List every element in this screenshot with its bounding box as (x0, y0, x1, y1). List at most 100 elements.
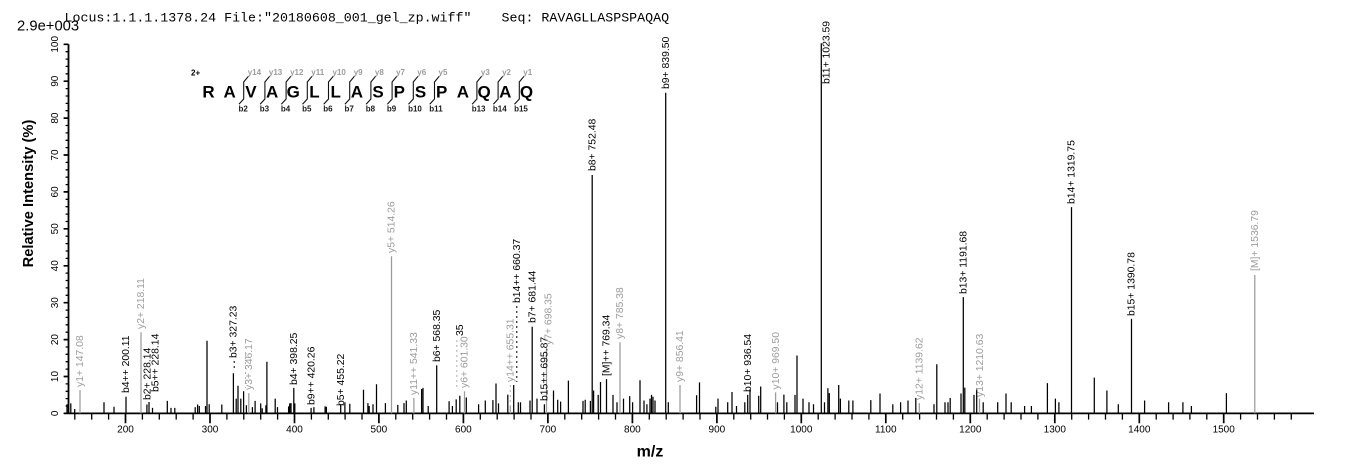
svg-text:y7: y7 (396, 68, 405, 77)
svg-text:R: R (202, 82, 214, 101)
svg-text:y12: y12 (290, 68, 304, 77)
svg-text:V: V (245, 82, 257, 101)
svg-text:y2: y2 (502, 68, 511, 77)
svg-text:y13+ 1210.63: y13+ 1210.63 (975, 334, 986, 397)
svg-text:m/z: m/z (637, 443, 664, 460)
svg-text:b11+ 1023.59: b11+ 1023.59 (822, 21, 833, 84)
svg-text:A: A (457, 82, 469, 101)
svg-text:[M]+ 1536.79: [M]+ 1536.79 (1250, 210, 1261, 271)
svg-text:P: P (436, 82, 447, 101)
svg-text:y9: y9 (354, 68, 363, 77)
svg-text:Q: Q (477, 82, 490, 101)
svg-text:Seq: RAVAGLLASPSPAQAQ: Seq: RAVAGLLASPSPAQAQ (502, 10, 670, 25)
svg-text:b4+ 398.25: b4+ 398.25 (289, 332, 300, 385)
svg-text:60: 60 (50, 186, 61, 198)
svg-text:b10+ 936.54: b10+ 936.54 (743, 334, 754, 392)
svg-text:b13+ 1191.68: b13+ 1191.68 (959, 231, 970, 294)
svg-text:b6: b6 (323, 105, 333, 114)
svg-text:b7+ 681.44: b7+ 681.44 (527, 270, 538, 323)
svg-text:y11: y11 (311, 68, 324, 77)
svg-text:b15: b15 (514, 105, 528, 114)
svg-text:100: 100 (50, 36, 61, 53)
svg-text:2+: 2+ (191, 68, 200, 77)
svg-text:b5++ 228.14: b5++ 228.14 (151, 333, 162, 392)
svg-text:900: 900 (709, 425, 726, 436)
svg-text:b3: b3 (260, 105, 270, 114)
svg-text:y3+ 346.17: y3+ 346.17 (244, 338, 255, 390)
svg-text:200: 200 (117, 425, 134, 436)
svg-text:1000: 1000 (790, 425, 813, 436)
svg-text:L: L (309, 82, 319, 101)
svg-text:b8: b8 (366, 105, 376, 114)
svg-text:b14+ 1319.75: b14+ 1319.75 (1067, 140, 1078, 204)
svg-text:y2+ 218.11: y2+ 218.11 (136, 278, 147, 329)
svg-text:b14++ 660.37: b14++ 660.37 (512, 239, 523, 303)
svg-text:y6+ 601.30: y6+ 601.30 (460, 336, 471, 388)
svg-text:P: P (394, 82, 405, 101)
svg-text:1300: 1300 (1044, 425, 1067, 436)
svg-text:b13: b13 (472, 105, 486, 114)
svg-text:b6+ 568.35: b6+ 568.35 (432, 309, 443, 362)
svg-text:b8+ 752.48: b8+ 752.48 (587, 118, 598, 171)
svg-text:1200: 1200 (959, 425, 982, 436)
svg-text:700: 700 (540, 425, 557, 436)
svg-text:b4: b4 (281, 105, 291, 114)
svg-text:b2+ 228.14: b2+ 228.14 (143, 347, 154, 400)
svg-text:y7+ 698.35: y7+ 698.35 (544, 293, 555, 345)
svg-text:20: 20 (50, 334, 61, 346)
svg-text:1100: 1100 (875, 425, 897, 436)
svg-text:2.9e+003: 2.9e+003 (17, 19, 79, 35)
svg-text:y13: y13 (269, 68, 283, 77)
svg-text:b10: b10 (408, 105, 422, 114)
svg-text:50: 50 (50, 223, 61, 235)
svg-text:b14: b14 (493, 105, 507, 114)
svg-text:A: A (351, 82, 363, 101)
svg-text:y14++ 655.31: y14++ 655.31 (506, 318, 517, 382)
svg-text:b15++ 695.87: b15++ 695.87 (540, 337, 551, 401)
svg-text:y10: y10 (333, 68, 347, 77)
svg-text:y9+ 856.41: y9+ 856.41 (675, 330, 686, 382)
svg-text:800: 800 (624, 425, 641, 436)
svg-text:b15+ 1390.78: b15+ 1390.78 (1127, 252, 1138, 316)
svg-text:y1: y1 (523, 68, 532, 77)
svg-text:A: A (266, 82, 278, 101)
svg-text:y11++ 541.33: y11++ 541.33 (409, 332, 420, 395)
svg-text:b7: b7 (345, 105, 355, 114)
svg-text:80: 80 (50, 112, 61, 124)
svg-text:S: S (372, 82, 383, 101)
svg-text:500: 500 (371, 425, 388, 436)
svg-text:b2: b2 (239, 105, 249, 114)
svg-text:y3: y3 (481, 68, 490, 77)
svg-text:b9+ 839.50: b9+ 839.50 (661, 36, 672, 89)
svg-text:[M]++ 769.34: [M]++ 769.34 (602, 315, 613, 376)
svg-text:b9: b9 (387, 105, 397, 114)
svg-text:y10+ 969.50: y10+ 969.50 (771, 332, 782, 390)
svg-text:S: S (415, 82, 426, 101)
svg-text:b11: b11 (429, 105, 443, 114)
svg-text:400: 400 (286, 425, 303, 436)
svg-text:y12+ 1139.62: y12+ 1139.62 (915, 337, 926, 400)
svg-text:b3+ 327.23: b3+ 327.23 (229, 305, 240, 358)
svg-text:A: A (499, 82, 511, 101)
svg-text:1500: 1500 (1213, 425, 1236, 436)
svg-text:0: 0 (50, 410, 61, 416)
svg-text:Q: Q (520, 82, 533, 101)
svg-text:Locus:1.1.1.1378.24 File:"2018: Locus:1.1.1.1378.24 File:"20180608_001_g… (65, 10, 472, 25)
svg-text:y14: y14 (248, 68, 262, 77)
svg-text:y6: y6 (417, 68, 426, 77)
svg-text:30: 30 (50, 297, 61, 309)
svg-text:90: 90 (50, 75, 61, 87)
svg-text:y1+ 147.08: y1+ 147.08 (75, 335, 86, 387)
svg-text:35: 35 (455, 324, 466, 336)
svg-text:300: 300 (202, 425, 219, 436)
svg-text:1400: 1400 (1128, 425, 1151, 436)
svg-text:y5+ 514.26: y5+ 514.26 (387, 201, 398, 253)
svg-text:y8: y8 (375, 68, 384, 77)
svg-text:Relative Intensity (%): Relative Intensity (%) (21, 120, 37, 268)
svg-text:y5: y5 (439, 68, 448, 77)
svg-text:L: L (331, 82, 341, 101)
svg-text:70: 70 (50, 149, 61, 161)
svg-text:10: 10 (50, 371, 61, 383)
svg-text:A: A (224, 82, 236, 101)
svg-text:b9++ 420.26: b9++ 420.26 (306, 346, 317, 405)
